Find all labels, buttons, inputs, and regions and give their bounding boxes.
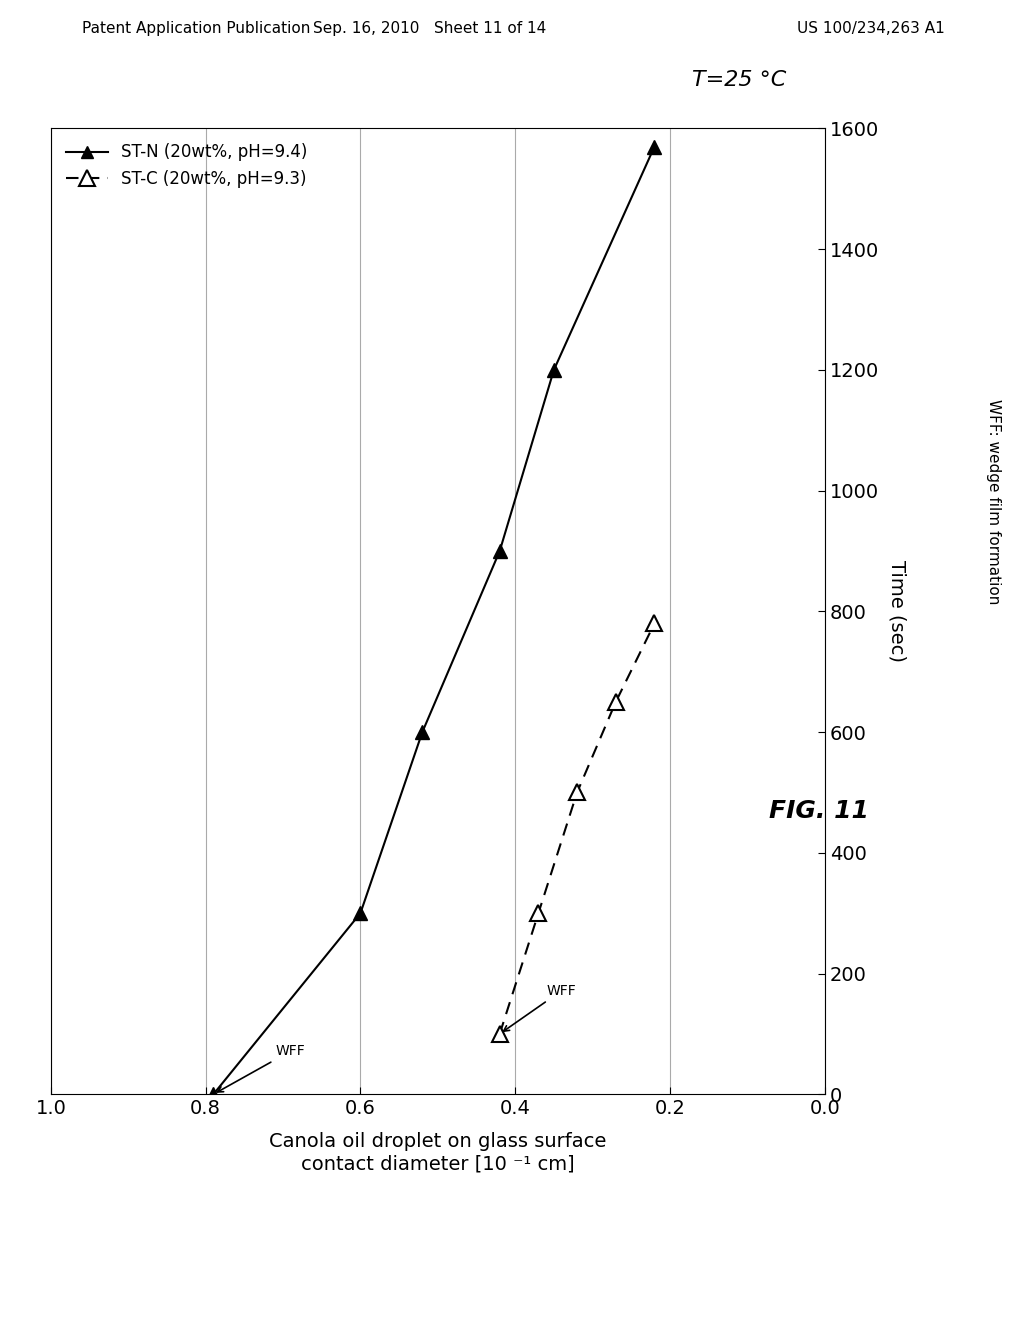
X-axis label: Canola oil droplet on glass surface
contact diameter [10 ⁻¹ cm]: Canola oil droplet on glass surface cont… (269, 1133, 606, 1173)
Text: US 100/234,263 A1: US 100/234,263 A1 (797, 21, 944, 36)
Text: Patent Application Publication: Patent Application Publication (82, 21, 310, 36)
Text: Sep. 16, 2010   Sheet 11 of 14: Sep. 16, 2010 Sheet 11 of 14 (313, 21, 547, 36)
Y-axis label: Time (sec): Time (sec) (888, 561, 906, 663)
Text: WFF: wedge film formation: WFF: wedge film formation (986, 399, 1000, 605)
Text: WFF: WFF (504, 983, 577, 1031)
Legend: ST-N (20wt%, pH=9.4), ST-C (20wt%, pH=9.3): ST-N (20wt%, pH=9.4), ST-C (20wt%, pH=9.… (59, 137, 314, 194)
Text: WFF: WFF (217, 1044, 306, 1092)
Text: T=25 °C: T=25 °C (692, 70, 786, 90)
Text: FIG. 11: FIG. 11 (769, 800, 869, 824)
